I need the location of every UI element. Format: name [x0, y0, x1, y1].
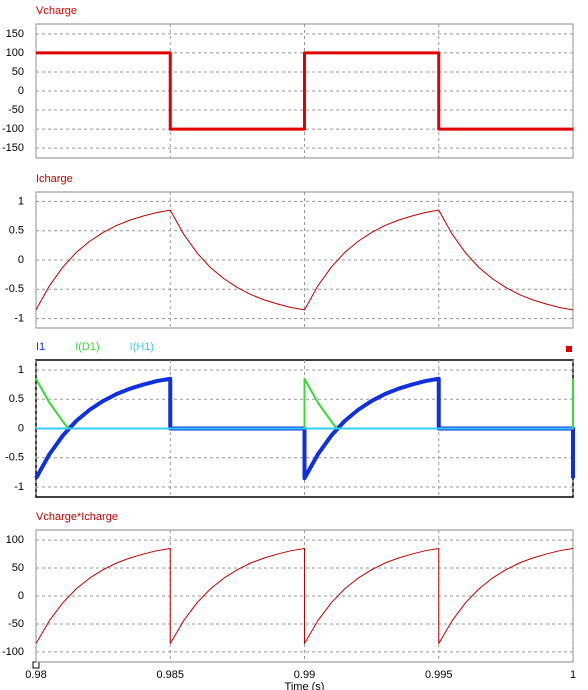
y-tick-label: -1: [14, 481, 24, 493]
y-tick-label: -0.5: [5, 283, 24, 295]
x-axis-label: Time (s): [285, 681, 325, 690]
y-tick-label: 1: [18, 364, 24, 376]
y-tick-label: 100: [6, 534, 24, 546]
legend-entry: Vcharge*Icharge: [36, 511, 118, 523]
y-tick-label: -1: [14, 313, 24, 325]
x-tick-label: 0.995: [425, 669, 453, 681]
cursor-marker: [32, 661, 40, 669]
y-tick-label: 0: [18, 85, 24, 97]
series-line: [36, 51, 573, 131]
y-tick-label: -100: [2, 123, 24, 135]
legend-entry: Icharge: [36, 173, 73, 185]
y-tick-label: 0.5: [9, 225, 24, 237]
y-tick-label: -0.5: [5, 452, 24, 464]
y-tick-label: -50: [8, 618, 24, 630]
selection-marker: [566, 346, 572, 352]
y-tick-label: 0: [18, 422, 24, 434]
y-tick-label: 150: [6, 28, 24, 40]
legend-entry: I(H1): [130, 341, 154, 353]
series-line: [35, 547, 574, 645]
legend-entry: I1: [36, 341, 45, 353]
series-line: [34, 376, 575, 481]
y-tick-label: 50: [12, 562, 24, 574]
x-tick-label: 0.98: [25, 669, 46, 681]
y-tick-label: -150: [2, 142, 24, 154]
y-tick-label: 0.5: [9, 393, 24, 405]
y-tick-label: 0: [18, 590, 24, 602]
legend-entry: I(D1): [75, 341, 99, 353]
x-tick-label: 1: [570, 669, 576, 681]
y-tick-label: 100: [6, 47, 24, 59]
series-line: [35, 209, 574, 311]
y-tick-label: 50: [12, 66, 24, 78]
y-tick-label: -50: [8, 104, 24, 116]
y-tick-label: 1: [18, 195, 24, 207]
y-tick-label: -100: [2, 646, 24, 658]
y-tick-label: 0: [18, 254, 24, 266]
legend-entry: Vcharge: [36, 5, 77, 17]
x-tick-label: 0.985: [156, 669, 184, 681]
x-tick-label: 0.99: [294, 669, 315, 681]
